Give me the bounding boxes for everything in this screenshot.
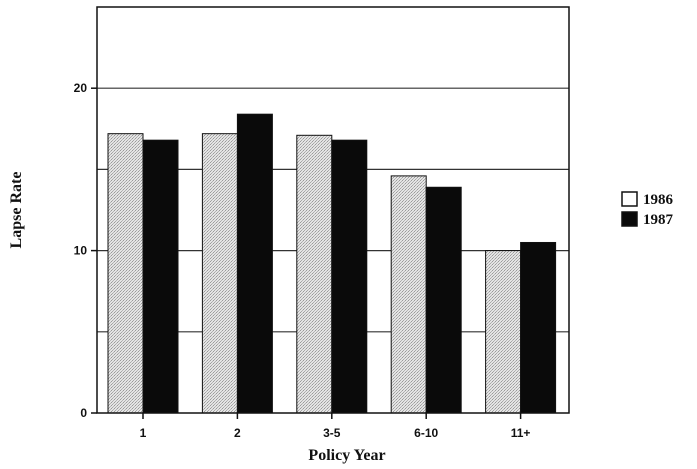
x-tick-label-2: 2: [234, 426, 241, 440]
x-tick-label-11+: 11+: [511, 426, 531, 440]
legend: 1986 1987: [621, 191, 674, 228]
legend-label-1987: 1987: [643, 212, 674, 228]
bar-1987-1: [142, 139, 179, 414]
x-axis-ticks: 1 2 3-5 6-10 11+: [140, 413, 531, 440]
bar-1987-2: [236, 113, 273, 414]
y-tick-label-0: 0: [80, 406, 87, 420]
x-tick-label-3-5: 3-5: [323, 426, 341, 440]
y-axis-title: Lapse Rate: [8, 172, 25, 249]
bar-1986-2: [201, 133, 238, 414]
bars: [107, 113, 557, 414]
bar-1987-6-10: [425, 186, 462, 414]
legend-label-1986: 1986: [643, 192, 674, 208]
plot-frame: [96, 6, 570, 414]
bar-1987-11+: [520, 241, 557, 414]
x-tick-label-1: 1: [140, 426, 147, 440]
bar-1986-6-10: [390, 175, 427, 414]
y-axis-ticks: 0 10 20: [74, 81, 97, 420]
legend-swatch-1987: [621, 211, 638, 227]
x-tick-label-6-10: 6-10: [414, 426, 438, 440]
bar-1986-3-5: [296, 134, 333, 414]
bar-1987-3-5: [331, 139, 368, 414]
bar-1986-1: [107, 133, 144, 414]
legend-swatch-1986: [621, 191, 638, 207]
x-axis-title: Policy Year: [308, 447, 385, 464]
y-tick-label-20: 20: [74, 81, 88, 95]
y-tick-label-10: 10: [74, 244, 88, 258]
bar-1986-11+: [485, 250, 522, 414]
